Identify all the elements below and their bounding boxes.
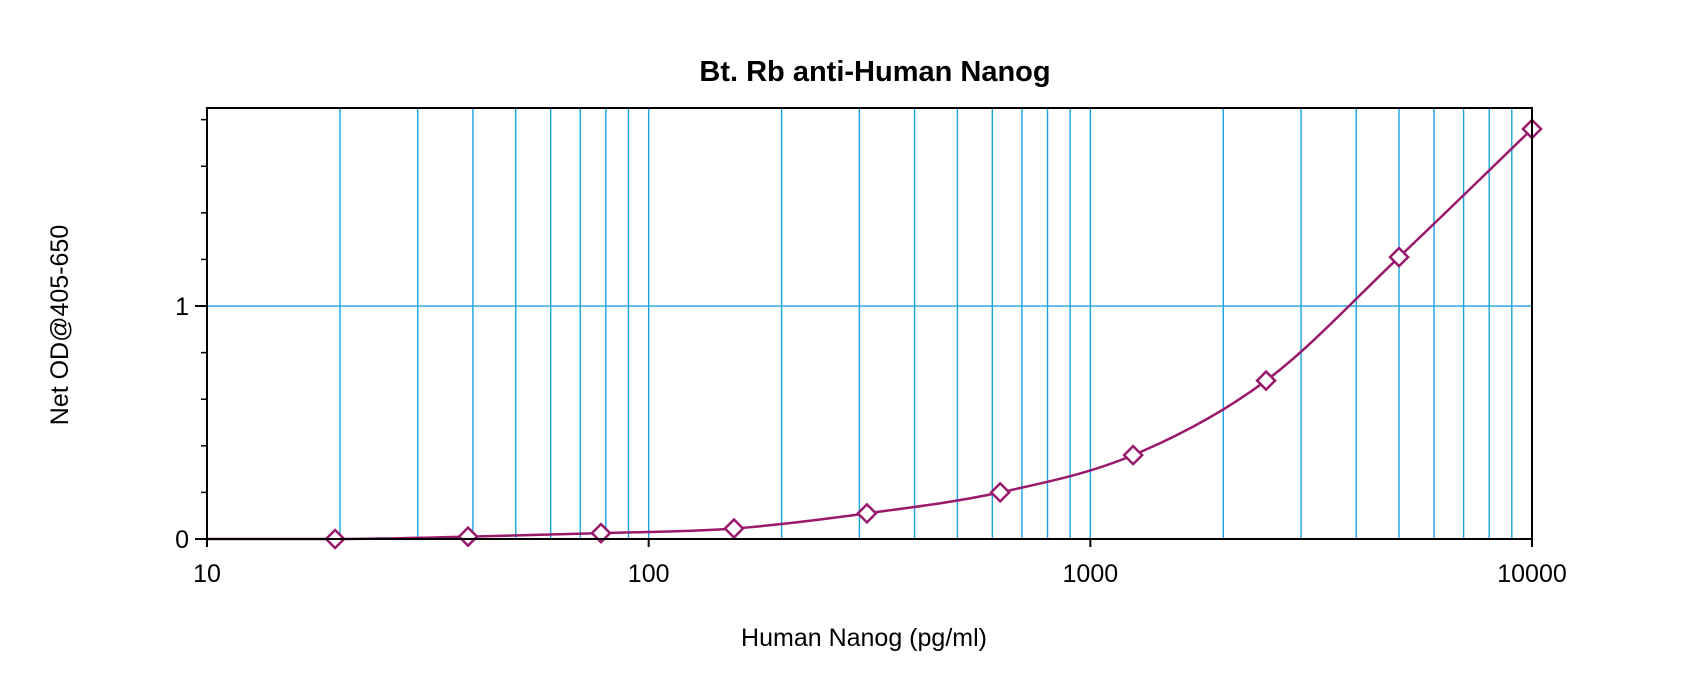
fit-curve-layer [206,128,1533,541]
y-tick-label: 0 [175,526,189,554]
x-tick-label: 10000 [1497,560,1567,588]
data-point [989,481,1011,504]
data-point [723,517,745,540]
x-tick-label: 100 [628,560,670,588]
plot-frame [206,107,1533,540]
y-axis-ticks: 01 [175,293,207,554]
data-point [457,525,479,548]
data-point [1388,246,1410,268]
data-point [1255,369,1277,392]
y-axis-label: Net OD@405-650 [46,225,74,425]
grid [207,108,1532,539]
x-tick-label: 1000 [1063,560,1119,588]
data-point [1122,444,1144,466]
x-tick-label: 10 [193,560,221,588]
x-axis-ticks: 10 100 1000 10000 [193,539,1567,588]
x-axis-label: Human Nanog (pg/ml) [741,624,987,652]
data-point [856,502,878,525]
data-points [324,118,1543,550]
chart-title: Bt. Rb anti-Human Nanog [699,56,1050,88]
y-tick-label: 1 [175,293,189,321]
data-point [590,522,612,544]
fit-curve [206,128,1533,541]
